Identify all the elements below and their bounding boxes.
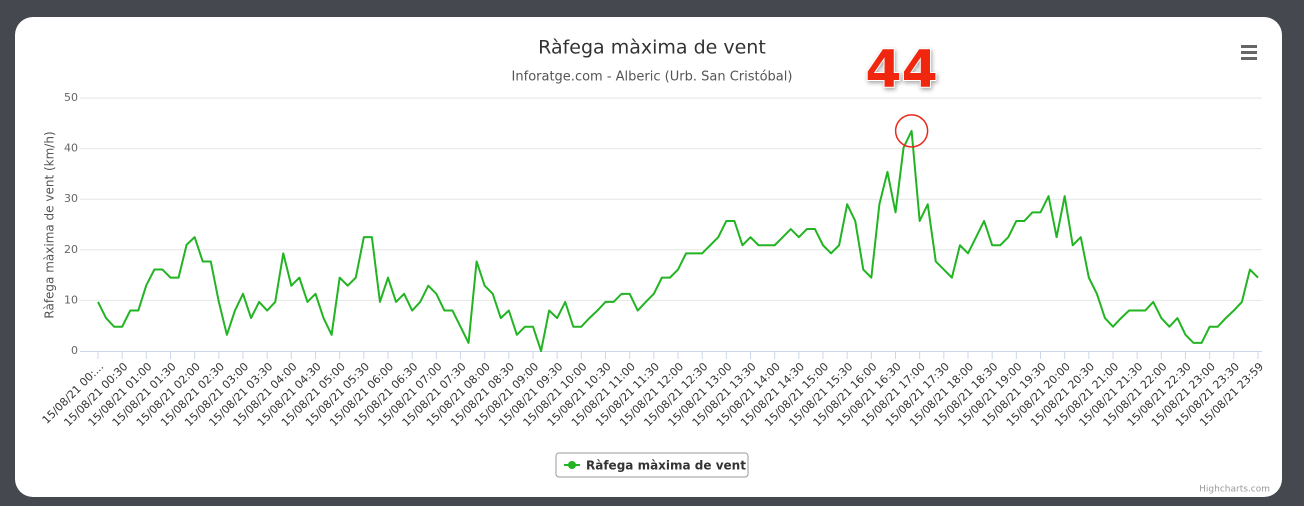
legend-marker bbox=[568, 461, 576, 469]
y-axis-title: Ràfega màxima de vent (km/h) bbox=[43, 131, 57, 318]
chart-title: Ràfega màxima de vent bbox=[538, 37, 766, 59]
legend-box bbox=[555, 452, 749, 478]
credits[interactable]: Highcharts.com bbox=[1199, 485, 1270, 495]
annotation: 44 bbox=[865, 40, 937, 100]
y-tick-label: 20 bbox=[64, 243, 78, 256]
chart-subtitle: Inforatge.com - Alberic (Urb. San Cristó… bbox=[512, 70, 793, 85]
chart-card bbox=[15, 17, 1282, 497]
series-line bbox=[97, 129, 1259, 352]
menu-bar bbox=[1241, 51, 1257, 54]
y-tick-label: 40 bbox=[64, 142, 78, 155]
legend: Ràfega màxima de vent bbox=[555, 452, 749, 478]
menu-bar bbox=[1241, 57, 1257, 60]
y-tick-label: 0 bbox=[71, 344, 78, 357]
menu-icon[interactable] bbox=[1241, 45, 1257, 60]
peak-circle bbox=[894, 114, 929, 148]
menu-bar bbox=[1241, 45, 1257, 48]
y-tick-label: 10 bbox=[64, 293, 78, 306]
y-tick-label: 50 bbox=[64, 91, 78, 104]
y-tick-label: 30 bbox=[64, 192, 78, 205]
legend-label: Ràfega màxima de vent bbox=[586, 459, 746, 473]
